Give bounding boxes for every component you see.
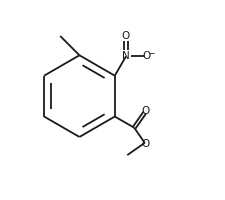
Text: O: O [142,51,151,61]
Text: O: O [142,106,150,116]
Text: O: O [141,139,149,149]
Text: N: N [122,51,130,61]
Text: −: − [147,48,155,57]
Text: O: O [122,31,130,41]
